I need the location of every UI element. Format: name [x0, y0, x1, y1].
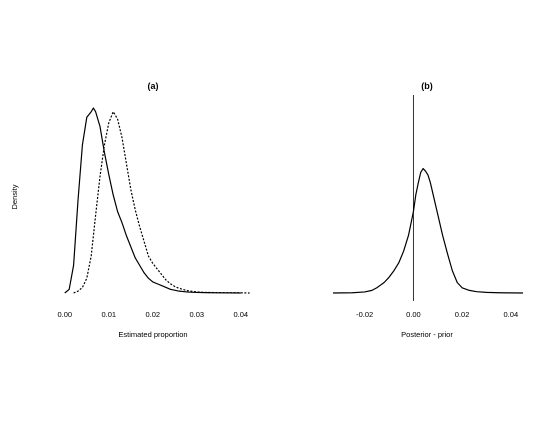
- panel-a-x-tick-label: 0.02: [145, 310, 160, 319]
- panel-b-x-axis-label: Posterior - prior: [401, 330, 453, 339]
- panel-b-x-tick-label: 0.00: [406, 310, 421, 319]
- panel-b-x-tick-label: -0.02: [356, 310, 373, 319]
- panel-b-plot-area: [332, 95, 524, 301]
- panel-a-x-tick-label: 0.00: [57, 310, 72, 319]
- panel-b-title: (b): [421, 81, 433, 91]
- panel-b-x-tick-labels: -0.02 0.00 0.02 0.04: [356, 310, 518, 319]
- panel-a-x-tick-label: 0.01: [101, 310, 116, 319]
- panel-a-title: (a): [148, 81, 159, 91]
- shared-y-axis-label: Density: [10, 184, 19, 209]
- panel-b-x-tick-label: 0.04: [504, 310, 519, 319]
- panel-a-x-tick-label: 0.04: [233, 310, 248, 319]
- panel-a-plot-area: [64, 107, 250, 294]
- panel-a-x-axis-label: Estimated proportion: [118, 330, 187, 339]
- panel-a-density-line-solid: [64, 107, 241, 294]
- panel-a: (a) 0.00 0.01 0.02 0.03 0.04 Estimated propo…: [57, 81, 250, 339]
- panel-a-x-tick-label: 0.03: [189, 310, 204, 319]
- panel-a-x-tick-labels: 0.00 0.01 0.02 0.03 0.04: [57, 310, 248, 319]
- panel-a-density-line-dotted: [73, 111, 250, 294]
- panel-b: (b) -0.02 0.00 0.02 0.04 Posterior - prior: [332, 81, 524, 339]
- panel-b-density-line-solid: [332, 167, 524, 294]
- panel-b-x-tick-label: 0.02: [455, 310, 470, 319]
